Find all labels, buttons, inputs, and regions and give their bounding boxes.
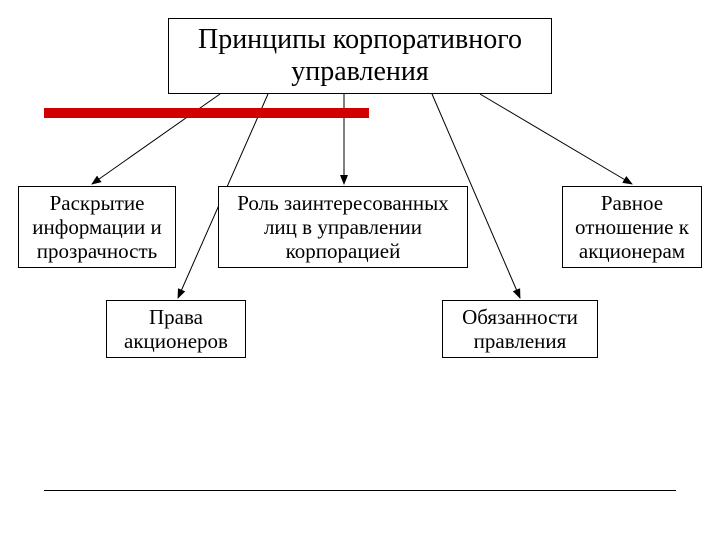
title-box: Принципы корпоративногоуправления (168, 18, 552, 94)
node-equal: Равноеотношение какционерам (562, 186, 702, 268)
node-disclosure-label: Раскрытиеинформации ипрозрачность (32, 191, 161, 263)
node-duties-label: Обязанностиправления (462, 305, 578, 353)
node-equal-label: Равноеотношение какционерам (575, 191, 689, 263)
footer-rule (44, 490, 676, 491)
node-stakeholders-label: Роль заинтересованныхлиц в управлениикор… (237, 191, 449, 263)
node-stakeholders: Роль заинтересованныхлиц в управлениикор… (218, 186, 468, 268)
edge-title-disclosure (92, 94, 220, 184)
node-disclosure: Раскрытиеинформации ипрозрачность (18, 186, 176, 268)
node-duties: Обязанностиправления (442, 300, 598, 358)
node-rights: Праваакционеров (106, 300, 246, 358)
accent-bar (44, 108, 369, 118)
slide-canvas: Принципы корпоративногоуправления Раскры… (0, 0, 720, 540)
edge-title-equal (480, 94, 632, 184)
title-text: Принципы корпоративногоуправления (198, 24, 522, 88)
node-rights-label: Праваакционеров (124, 305, 228, 353)
